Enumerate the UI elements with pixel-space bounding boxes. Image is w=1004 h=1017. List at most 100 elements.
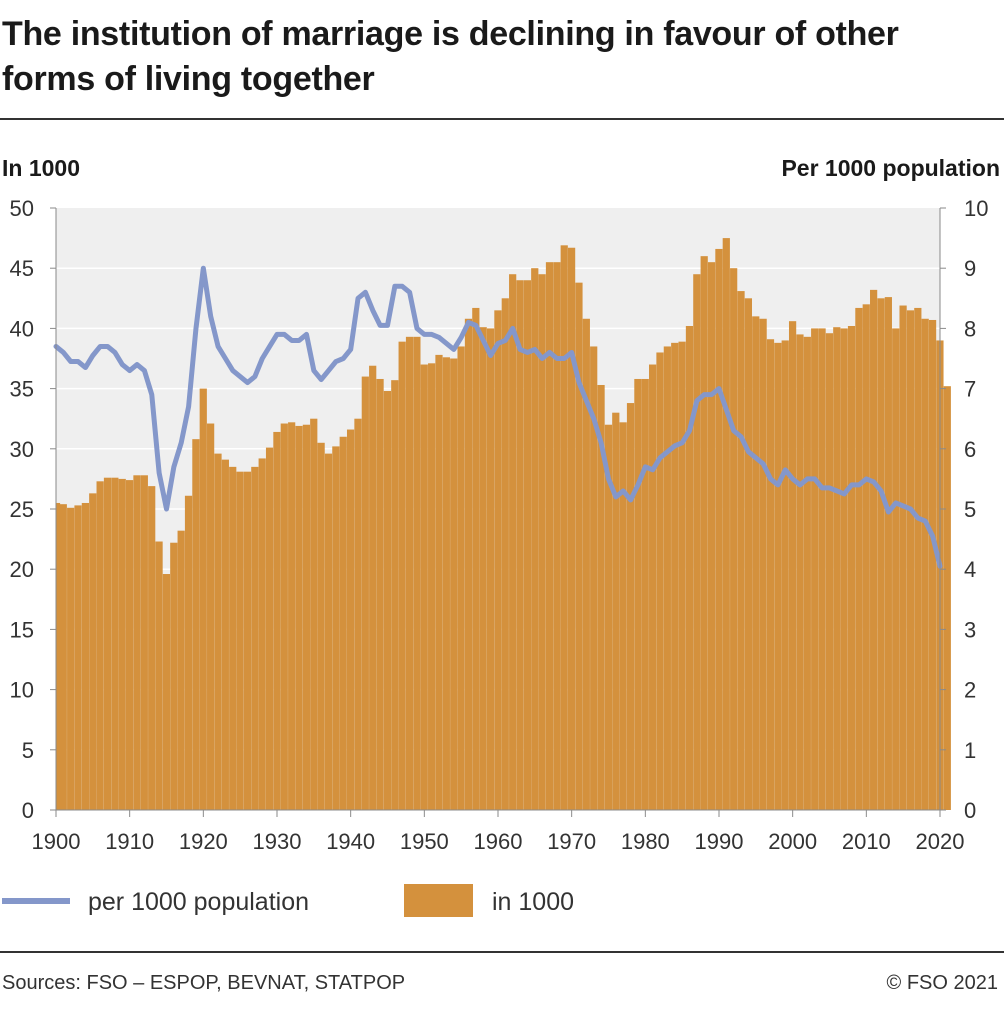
right-tick-label: 0 bbox=[964, 798, 976, 823]
bar-1928 bbox=[258, 458, 266, 810]
bar-1915 bbox=[162, 574, 171, 810]
rate-line-series bbox=[53, 265, 943, 569]
bar-1997 bbox=[766, 339, 775, 810]
bar-1993 bbox=[737, 291, 745, 810]
bar-1902 bbox=[67, 507, 75, 810]
left-tick-label: 5 bbox=[22, 738, 34, 763]
bar-1955 bbox=[457, 346, 465, 810]
x-tick-label: 1980 bbox=[621, 829, 670, 854]
bar-1937 bbox=[324, 453, 333, 810]
bar-2011 bbox=[870, 289, 878, 810]
bar-1901 bbox=[59, 504, 67, 810]
bar-1987 bbox=[693, 274, 701, 811]
bar-1918 bbox=[184, 495, 193, 810]
bar-1977 bbox=[619, 422, 627, 810]
bar-1906 bbox=[96, 481, 104, 810]
bar-2014 bbox=[892, 328, 900, 810]
top-divider bbox=[0, 118, 1004, 120]
bar-1944 bbox=[376, 378, 384, 810]
bar-1909 bbox=[118, 478, 126, 810]
right-tick-label: 8 bbox=[964, 316, 976, 341]
bar-1959 bbox=[486, 328, 495, 810]
bar-1916 bbox=[170, 542, 178, 810]
bar-2009 bbox=[855, 307, 863, 810]
bar-1956 bbox=[464, 318, 473, 810]
bar-1940 bbox=[346, 429, 355, 810]
right-tick-label: 4 bbox=[964, 557, 976, 582]
bar-1907 bbox=[103, 477, 112, 810]
bar-1934 bbox=[302, 424, 311, 810]
bar-1952 bbox=[435, 354, 443, 810]
bar-1960 bbox=[494, 310, 502, 810]
legend-line-label: per 1000 population bbox=[88, 888, 309, 916]
bar-1950 bbox=[420, 364, 428, 810]
bar-1980 bbox=[641, 378, 649, 810]
bar-1903 bbox=[74, 505, 82, 810]
bar-2010 bbox=[862, 304, 870, 810]
bar-1962 bbox=[509, 274, 517, 811]
bar-1989 bbox=[707, 262, 716, 810]
bar-1924 bbox=[229, 466, 237, 810]
left-tick-label: 50 bbox=[10, 196, 34, 221]
bar-1911 bbox=[133, 475, 141, 810]
bar-1996 bbox=[759, 318, 767, 810]
x-tick-label: 1940 bbox=[326, 829, 375, 854]
bar-1945 bbox=[383, 391, 392, 810]
right-tick-label: 2 bbox=[964, 678, 976, 703]
bar-1947 bbox=[398, 341, 406, 810]
bar-1900 bbox=[56, 502, 61, 810]
bar-2018 bbox=[921, 318, 929, 810]
bar-1922 bbox=[214, 453, 222, 810]
x-tick-label: 1970 bbox=[547, 829, 596, 854]
bar-1953 bbox=[442, 357, 450, 810]
bar-1910 bbox=[125, 480, 134, 810]
bar-1926 bbox=[243, 471, 252, 810]
bar-1964 bbox=[523, 280, 532, 810]
bar-1912 bbox=[140, 475, 148, 810]
bar-2017 bbox=[914, 307, 922, 810]
x-tick-label: 2020 bbox=[916, 829, 965, 854]
bar-1948 bbox=[405, 336, 414, 810]
bar-1932 bbox=[288, 422, 296, 810]
bar-2004 bbox=[818, 328, 826, 810]
bar-1967 bbox=[545, 262, 554, 810]
bar-1982 bbox=[656, 352, 664, 810]
x-tick-label: 1950 bbox=[400, 829, 449, 854]
sources-note: Sources: FSO – ESPOP, BEVNAT, STATPOP bbox=[2, 972, 406, 994]
bar-1942 bbox=[361, 376, 369, 810]
bar-1974 bbox=[597, 384, 605, 810]
bar-2016 bbox=[906, 310, 915, 810]
left-axis-label: In 1000 bbox=[2, 155, 80, 181]
bar-2005 bbox=[825, 333, 834, 810]
left-tick-label: 10 bbox=[10, 678, 34, 703]
left-tick-label: 25 bbox=[10, 497, 34, 522]
bar-1913 bbox=[148, 486, 156, 810]
bar-1966 bbox=[538, 274, 546, 811]
bar-1936 bbox=[317, 442, 325, 810]
bar-1957 bbox=[472, 307, 480, 810]
bar-1930 bbox=[273, 431, 281, 810]
right-tick-label: 10 bbox=[964, 196, 988, 221]
bar-1904 bbox=[81, 502, 90, 810]
bar-1979 bbox=[634, 378, 642, 810]
bar-2000 bbox=[788, 321, 797, 810]
x-tick-label: 1920 bbox=[179, 829, 228, 854]
legend: per 1000 population in 1000 bbox=[2, 884, 574, 917]
left-tick-label: 15 bbox=[10, 617, 34, 642]
bar-1927 bbox=[251, 466, 259, 810]
copyright-note: © FSO 2021 bbox=[886, 972, 998, 994]
x-tick-label: 1900 bbox=[32, 829, 81, 854]
bar-1971 bbox=[575, 282, 583, 810]
bar-1986 bbox=[685, 325, 694, 810]
bar-1992 bbox=[730, 268, 738, 810]
bar-1935 bbox=[310, 418, 318, 810]
left-tick-label: 30 bbox=[10, 437, 34, 462]
bar-2001 bbox=[796, 334, 804, 810]
bar-1976 bbox=[612, 412, 620, 810]
x-tick-label: 1990 bbox=[695, 829, 744, 854]
right-tick-label: 7 bbox=[964, 377, 976, 402]
bar-2021 bbox=[943, 386, 951, 810]
bar-1925 bbox=[236, 471, 244, 810]
